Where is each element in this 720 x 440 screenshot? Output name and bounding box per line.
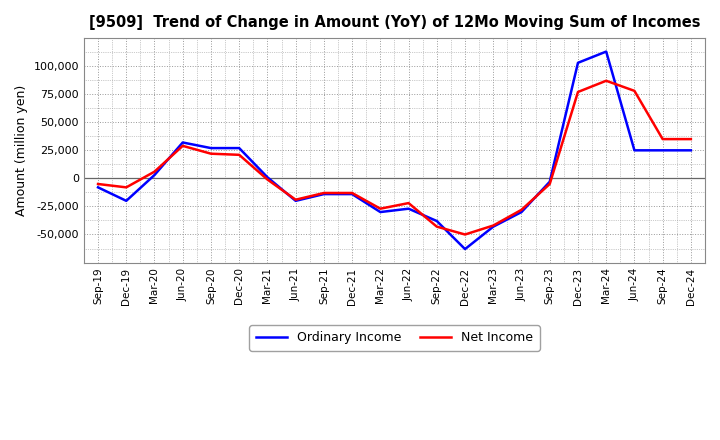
Ordinary Income <box>687 148 696 153</box>
Line: Ordinary Income: Ordinary Income <box>98 51 691 249</box>
Ordinary Income <box>94 185 102 190</box>
Net Income <box>404 201 413 206</box>
Net Income <box>517 207 526 213</box>
Ordinary Income <box>292 198 300 203</box>
Ordinary Income <box>263 175 271 180</box>
Ordinary Income <box>602 49 611 54</box>
Net Income <box>348 191 356 196</box>
Ordinary Income <box>489 224 498 229</box>
Ordinary Income <box>574 60 582 66</box>
Net Income <box>546 181 554 187</box>
Net Income <box>376 206 384 211</box>
Ordinary Income <box>320 191 328 197</box>
Ordinary Income <box>630 148 639 153</box>
Y-axis label: Amount (million yen): Amount (million yen) <box>15 85 28 216</box>
Line: Net Income: Net Income <box>98 81 691 235</box>
Ordinary Income <box>546 179 554 184</box>
Ordinary Income <box>433 218 441 224</box>
Net Income <box>658 136 667 142</box>
Net Income <box>235 152 243 158</box>
Net Income <box>263 177 271 182</box>
Ordinary Income <box>235 146 243 151</box>
Net Income <box>433 224 441 229</box>
Net Income <box>292 197 300 202</box>
Ordinary Income <box>207 146 215 151</box>
Net Income <box>207 151 215 156</box>
Ordinary Income <box>404 206 413 211</box>
Net Income <box>179 143 187 148</box>
Net Income <box>122 185 130 190</box>
Net Income <box>320 191 328 196</box>
Ordinary Income <box>461 246 469 252</box>
Ordinary Income <box>348 191 356 197</box>
Net Income <box>489 223 498 228</box>
Ordinary Income <box>150 172 159 178</box>
Net Income <box>94 181 102 187</box>
Ordinary Income <box>122 198 130 203</box>
Net Income <box>602 78 611 84</box>
Net Income <box>687 136 696 142</box>
Ordinary Income <box>376 209 384 215</box>
Net Income <box>150 169 159 174</box>
Net Income <box>461 232 469 237</box>
Ordinary Income <box>179 140 187 145</box>
Legend: Ordinary Income, Net Income: Ordinary Income, Net Income <box>249 325 539 351</box>
Net Income <box>574 89 582 95</box>
Net Income <box>630 88 639 93</box>
Ordinary Income <box>517 209 526 215</box>
Title: [9509]  Trend of Change in Amount (YoY) of 12Mo Moving Sum of Incomes: [9509] Trend of Change in Amount (YoY) o… <box>89 15 701 30</box>
Ordinary Income <box>658 148 667 153</box>
